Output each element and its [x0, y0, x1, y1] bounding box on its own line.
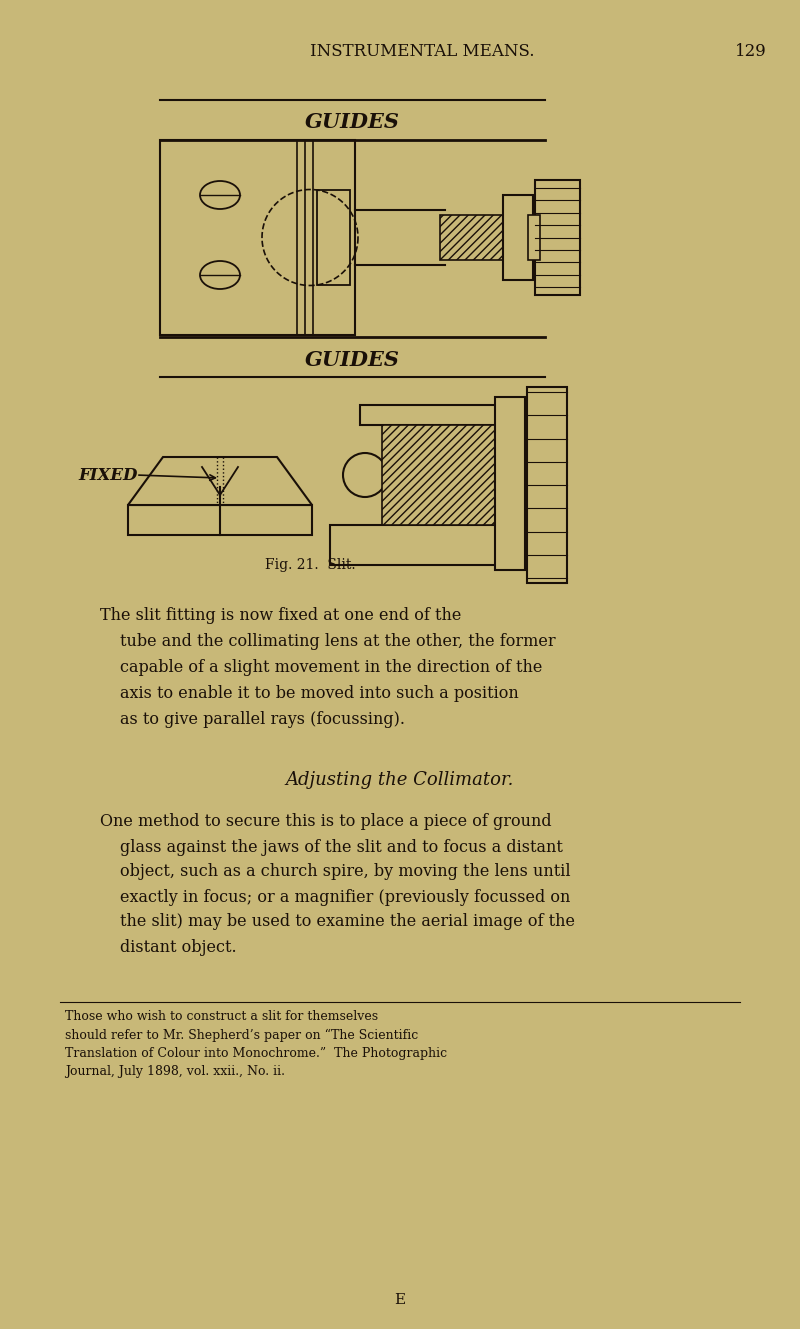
Text: distant object.: distant object. [120, 938, 237, 956]
Text: Fig. 21.  Slit.: Fig. 21. Slit. [265, 558, 355, 571]
Text: Translation of Colour into Monochrome.”  The Photographic: Translation of Colour into Monochrome.” … [65, 1046, 447, 1059]
Text: 129: 129 [735, 44, 766, 61]
Bar [330, 525, 560, 565]
Text: The slit fitting is now fixed at one end of the: The slit fitting is now fixed at one end… [100, 606, 462, 623]
Bar [382, 425, 500, 525]
Polygon shape [128, 457, 312, 505]
Text: glass against the jaws of the slit and to focus a distant: glass against the jaws of the slit and t… [120, 839, 563, 856]
Text: object, such as a church spire, by moving the lens until: object, such as a church spire, by movin… [120, 864, 570, 881]
Text: exactly in focus; or a magnifier (previously focussed on: exactly in focus; or a magnifier (previo… [120, 889, 570, 905]
Bar [527, 387, 567, 583]
Bar [360, 405, 560, 425]
Text: as to give parallel rays (focussing).: as to give parallel rays (focussing). [120, 711, 405, 727]
Text: the slit) may be used to examine the aerial image of the: the slit) may be used to examine the aer… [120, 913, 575, 930]
Circle shape [343, 453, 387, 497]
Text: E: E [394, 1293, 406, 1306]
Bar [317, 190, 350, 284]
Bar [128, 505, 312, 536]
Text: GUIDES: GUIDES [305, 112, 400, 132]
Bar [440, 215, 505, 260]
Text: INSTRUMENTAL MEANS.: INSTRUMENTAL MEANS. [310, 44, 534, 61]
Bar [160, 140, 355, 335]
Text: One method to secure this is to place a piece of ground: One method to secure this is to place a … [100, 813, 552, 831]
Text: should refer to Mr. Shepherd’s paper on “The Scientific: should refer to Mr. Shepherd’s paper on … [65, 1029, 418, 1042]
Text: tube and the collimating lens at the other, the former: tube and the collimating lens at the oth… [120, 633, 556, 650]
Bar [503, 195, 533, 280]
Text: axis to enable it to be moved into such a position: axis to enable it to be moved into such … [120, 684, 518, 702]
Text: Journal, July 1898, vol. xxii., No. ii.: Journal, July 1898, vol. xxii., No. ii. [65, 1065, 285, 1078]
Text: capable of a slight movement in the direction of the: capable of a slight movement in the dire… [120, 658, 542, 675]
Text: Those who wish to construct a slit for themselves: Those who wish to construct a slit for t… [65, 1010, 378, 1023]
Text: Adjusting the Collimator.: Adjusting the Collimator. [286, 771, 514, 789]
Text: GUIDES: GUIDES [305, 350, 400, 369]
Bar [528, 215, 540, 260]
Text: FIXED: FIXED [78, 466, 138, 484]
Bar [495, 397, 525, 570]
Bar [535, 179, 580, 295]
